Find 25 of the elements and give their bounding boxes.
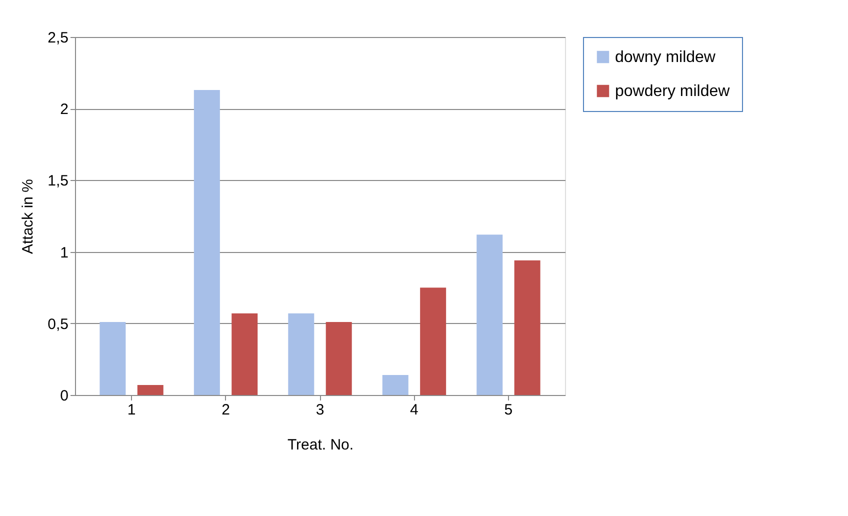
y-tick-label: 2: [60, 101, 68, 118]
bar: [420, 288, 446, 395]
bar: [137, 384, 164, 395]
bar: [382, 374, 408, 395]
y-tick-label: 1: [60, 244, 68, 262]
legend-label: powdery mildew: [615, 83, 730, 100]
bar: [232, 313, 258, 395]
x-tick-label: 2: [222, 402, 230, 418]
legend-label: downy mildew: [615, 49, 716, 66]
bar: [194, 90, 220, 395]
y-tick-label: 0,5: [48, 316, 68, 333]
bar: [514, 260, 540, 395]
y-tick-label: 2,5: [48, 30, 68, 46]
bar: [100, 322, 126, 395]
y-tick-label: 1,5: [48, 172, 68, 190]
x-tick-label: 4: [410, 402, 418, 418]
bar: [326, 322, 352, 395]
y-tick-label: 0: [60, 388, 68, 404]
x-tick-label: 1: [127, 402, 136, 418]
x-tick-label: 3: [316, 402, 324, 418]
x-axis-title: Treat. No.: [287, 436, 354, 454]
bar: [288, 313, 314, 395]
y-axis-title: Attack in %: [20, 178, 37, 254]
x-tick-label: 5: [504, 402, 513, 418]
bar: [476, 234, 503, 395]
